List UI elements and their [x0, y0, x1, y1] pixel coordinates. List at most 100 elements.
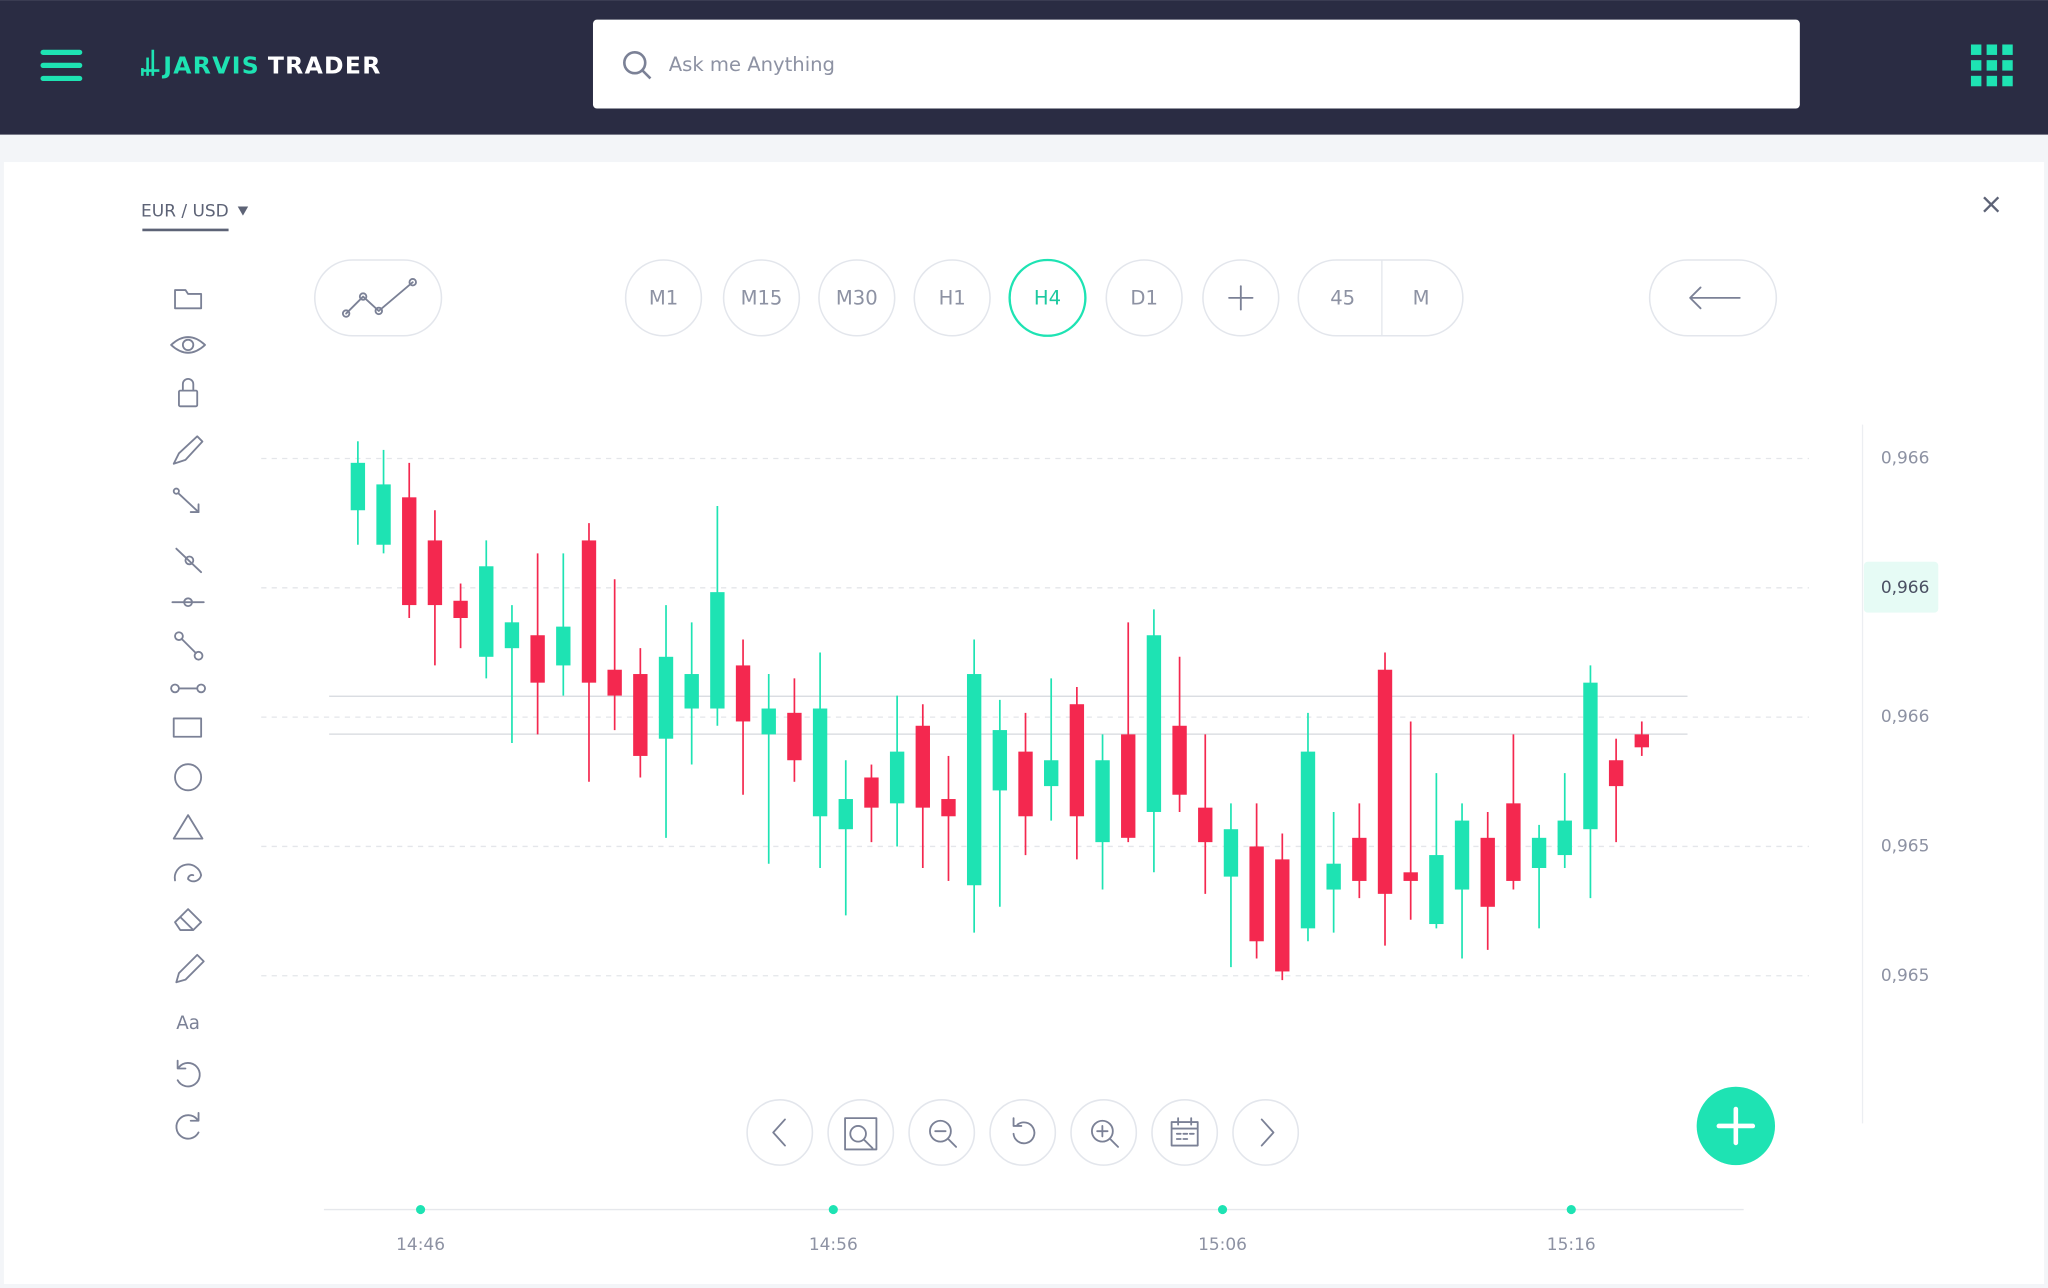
candle-body — [1172, 725, 1187, 795]
undo-tool[interactable] — [176, 1059, 201, 1088]
eye-tool[interactable] — [170, 336, 206, 354]
folder-tool[interactable] — [174, 289, 203, 310]
spiral-tool[interactable] — [173, 863, 203, 883]
timeframe-bar: M1 M15 M30 H1 H4 D1 — [624, 258, 1183, 337]
zoom-area-button[interactable] — [827, 1099, 895, 1166]
y-tick-label: 0,965 — [1881, 836, 1930, 856]
timeframe-button[interactable] — [818, 259, 896, 337]
zoom-in-icon — [1091, 1119, 1119, 1148]
timeframe-label[interactable]: H1 — [939, 287, 966, 310]
navigation-bar — [746, 1099, 1300, 1166]
candle-body — [1531, 837, 1547, 868]
y-tick-label: 0,966 — [1881, 707, 1930, 727]
time-label: 14:46 — [396, 1235, 445, 1255]
timeframe-label[interactable]: H4 — [1034, 287, 1061, 310]
chart-card — [3, 162, 2045, 1285]
apps-dot — [2002, 44, 2013, 55]
horizontal-line-tool[interactable] — [171, 597, 205, 608]
candle-body — [812, 708, 828, 817]
last-price-box — [1863, 561, 1939, 613]
timeframe-button[interactable] — [1105, 259, 1183, 337]
timeframe-label[interactable]: M15 — [741, 287, 783, 310]
timeframe-button[interactable] — [1008, 258, 1087, 337]
candle-body — [1377, 669, 1393, 894]
circle-tool[interactable] — [174, 763, 203, 792]
candle-body — [1018, 751, 1033, 817]
apps-button[interactable] — [1970, 44, 2013, 87]
logo-icon — [141, 49, 160, 76]
zoom-in-button[interactable] — [1070, 1099, 1138, 1166]
period-value[interactable]: 45 — [1330, 287, 1355, 310]
time-dot — [828, 1204, 838, 1215]
segment-tool[interactable] — [174, 631, 204, 661]
candle-body — [735, 665, 751, 722]
candle-body — [1480, 837, 1495, 907]
measure-tool[interactable] — [170, 683, 206, 694]
tool-sidebar: Aa — [170, 289, 206, 1140]
back-arrow — [1689, 286, 1741, 310]
candle-body — [633, 674, 648, 756]
candle-body — [864, 777, 879, 808]
timeframe-button[interactable] — [624, 259, 703, 337]
ray-tool[interactable] — [175, 547, 203, 574]
line-chart-icon — [341, 278, 417, 318]
reset-button[interactable] — [989, 1099, 1057, 1166]
rectangle-tool[interactable] — [172, 717, 203, 738]
triangle-tool[interactable] — [172, 814, 204, 840]
dropdown-arrow[interactable] — [237, 206, 249, 216]
timeframe-button[interactable] — [913, 259, 991, 337]
plus-icon — [1228, 285, 1254, 311]
candle-body — [710, 592, 725, 709]
candle-body — [889, 751, 905, 804]
candle-body — [1198, 807, 1213, 843]
candle-body — [1608, 760, 1624, 787]
timeframe-label[interactable]: D1 — [1130, 287, 1158, 310]
candle-body — [530, 635, 545, 683]
chart-type-button[interactable] — [313, 259, 443, 337]
calendar-icon — [1170, 1117, 1199, 1147]
apps-dot — [2002, 60, 2013, 71]
prev-icon — [772, 1118, 786, 1147]
redo-tool[interactable] — [175, 1111, 200, 1140]
calendar-button[interactable] — [1151, 1099, 1219, 1166]
candle-body — [350, 462, 366, 511]
add-icon — [1716, 1106, 1756, 1146]
apps-dot — [1970, 60, 1982, 71]
brand-secondary: TRADER — [268, 51, 382, 79]
apps-dot — [1986, 44, 1998, 55]
arrow-line-tool[interactable] — [172, 487, 200, 513]
brand-primary: JARVIS — [161, 51, 260, 79]
apps-dot — [1986, 75, 1998, 87]
last-price-label: 0,966 — [1881, 578, 1930, 598]
y-tick-label: 0,965 — [1881, 966, 1930, 986]
timeframe-label[interactable]: M30 — [836, 287, 878, 310]
candle-body — [787, 712, 802, 761]
eraser-tool[interactable] — [174, 908, 203, 931]
close-button[interactable] — [1983, 196, 2000, 213]
candle-body — [915, 725, 930, 808]
brush-tool[interactable] — [172, 435, 204, 465]
symbol-selector[interactable]: EUR / USD — [141, 202, 229, 222]
candle-body — [1044, 760, 1059, 787]
period-unit[interactable]: M — [1413, 287, 1430, 310]
lock-tool[interactable] — [178, 378, 199, 408]
reset-icon — [1012, 1117, 1036, 1145]
candle-body — [838, 799, 853, 830]
search-box[interactable] — [592, 19, 1800, 109]
custom-period[interactable] — [1297, 259, 1464, 337]
next-button[interactable] — [1232, 1099, 1300, 1166]
time-dot — [1217, 1204, 1228, 1215]
candle-body — [1326, 863, 1341, 890]
pencil-tool[interactable] — [175, 953, 205, 984]
candle-body — [1121, 734, 1136, 838]
candle-body — [504, 622, 520, 649]
search-icon — [623, 51, 652, 80]
candle-body — [1583, 682, 1598, 830]
timeframe-label[interactable]: M1 — [649, 287, 678, 310]
timeframe-button[interactable] — [722, 259, 801, 337]
menu-button[interactable] — [40, 49, 83, 82]
text-tool[interactable]: Aa — [176, 1013, 200, 1034]
zoom-out-button[interactable] — [908, 1099, 976, 1166]
candle-body — [1146, 635, 1162, 812]
prev-button[interactable] — [746, 1099, 814, 1166]
